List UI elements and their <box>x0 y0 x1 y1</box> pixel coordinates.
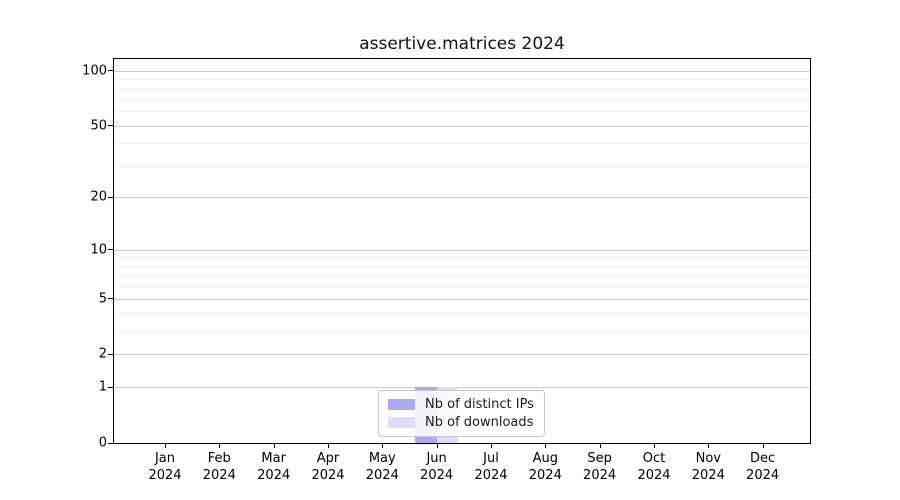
x-tick-label: Sep 2024 <box>568 451 632 484</box>
minor-gridline <box>114 275 810 277</box>
x-tick-label-year: 2024 <box>474 467 508 483</box>
x-tick-label-month: Nov <box>695 451 721 466</box>
y-tick-mark <box>108 353 113 355</box>
x-tick-mark <box>273 443 275 448</box>
x-tick-label-year: 2024 <box>746 467 780 483</box>
x-tick-label-year: 2024 <box>637 467 671 483</box>
y-tick-label: 2 <box>98 346 107 362</box>
x-tick-label-month: Apr <box>316 451 340 466</box>
x-tick-label-year: 2024 <box>528 467 562 483</box>
legend-label-distinct-ips: Nb of distinct IPs <box>425 397 534 412</box>
major-gridline <box>114 354 810 356</box>
major-gridline <box>114 125 810 127</box>
x-tick-mark <box>654 443 655 448</box>
x-tick-label-month: Aug <box>532 451 558 466</box>
x-tick-label-year: 2024 <box>311 467 345 483</box>
y-tick-label: 20 <box>90 189 107 205</box>
minor-gridline <box>114 331 810 333</box>
minor-gridline <box>114 111 810 113</box>
y-tick-mark <box>108 298 113 299</box>
legend-item-downloads: Nb of downloads <box>388 415 535 430</box>
y-tick-mark <box>108 196 113 198</box>
x-tick-mark <box>491 443 492 448</box>
legend-swatch-distinct-ips <box>388 399 415 410</box>
plot-area <box>113 58 811 444</box>
major-gridline <box>114 197 810 199</box>
legend-label-downloads: Nb of downloads <box>425 415 534 430</box>
x-tick-label: Feb 2024 <box>187 451 251 484</box>
x-tick-mark <box>328 443 329 448</box>
x-tick-label-month: Feb <box>207 451 231 466</box>
minor-gridline <box>114 257 810 259</box>
legend-item-distinct-ips: Nb of distinct IPs <box>388 397 535 412</box>
y-tick-mark <box>108 125 113 127</box>
minor-gridline <box>114 79 810 81</box>
y-tick-mark <box>108 386 113 388</box>
x-tick-label-year: 2024 <box>148 467 182 483</box>
x-tick-label: May 2024 <box>350 451 414 484</box>
y-tick-label: 0 <box>98 435 107 451</box>
major-gridline <box>114 298 810 300</box>
major-gridline <box>114 387 810 389</box>
x-tick-label-month: Jun <box>426 451 447 466</box>
legend-swatch-downloads <box>388 417 415 428</box>
legend: Nb of distinct IPs Nb of downloads <box>378 390 545 437</box>
minor-gridline <box>114 99 810 101</box>
y-tick-label: 50 <box>90 118 107 134</box>
y-tick-mark <box>108 70 113 72</box>
x-tick-label-year: 2024 <box>257 467 291 483</box>
x-tick-mark <box>708 443 710 448</box>
x-tick-label: Dec 2024 <box>731 451 795 484</box>
minor-gridline <box>114 313 810 315</box>
x-tick-label-year: 2024 <box>202 467 236 483</box>
x-tick-label: Jul 2024 <box>459 451 523 484</box>
y-tick-label: 5 <box>98 291 107 306</box>
x-tick-label: Oct 2024 <box>622 451 686 484</box>
minor-gridline <box>114 286 810 287</box>
minor-gridline <box>114 265 810 267</box>
y-tick-mark <box>108 442 113 444</box>
x-tick-label-month: Jan <box>154 451 176 466</box>
x-tick-label-month: Oct <box>642 451 666 466</box>
x-tick-mark <box>545 443 547 448</box>
major-gridline <box>114 70 810 72</box>
y-tick-mark <box>108 249 113 251</box>
major-gridline <box>114 249 810 251</box>
x-tick-label-year: 2024 <box>420 467 454 483</box>
y-tick-label: 10 <box>90 242 107 258</box>
x-tick-label: Nov 2024 <box>676 451 740 484</box>
x-tick-mark <box>219 443 221 448</box>
minor-gridline <box>114 166 810 167</box>
x-tick-label-month: Jul <box>483 451 499 466</box>
x-tick-label: Aug 2024 <box>513 451 577 484</box>
x-tick-mark <box>165 443 166 448</box>
x-tick-mark <box>382 443 384 448</box>
minor-gridline <box>114 143 810 145</box>
x-tick-label-year: 2024 <box>583 467 617 483</box>
x-tick-label-month: May <box>368 451 396 466</box>
x-tick-label-month: Mar <box>261 451 286 466</box>
x-tick-label-month: Sep <box>587 451 612 466</box>
x-tick-label: Apr 2024 <box>296 451 360 484</box>
y-tick-label: 1 <box>98 379 107 395</box>
x-tick-label-year: 2024 <box>691 467 725 483</box>
x-tick-label-year: 2024 <box>365 467 399 483</box>
x-tick-mark <box>599 443 601 448</box>
chart-title: assertive.matrices 2024 <box>359 34 565 54</box>
minor-gridline <box>114 88 810 90</box>
x-tick-label: Jan 2024 <box>133 451 197 484</box>
x-tick-label: Mar 2024 <box>242 451 306 484</box>
x-tick-mark <box>762 443 764 448</box>
x-tick-label: Jun 2024 <box>405 451 469 484</box>
x-tick-label-month: Dec <box>750 451 776 466</box>
y-tick-label: 100 <box>82 63 107 79</box>
x-tick-mark <box>436 443 438 448</box>
